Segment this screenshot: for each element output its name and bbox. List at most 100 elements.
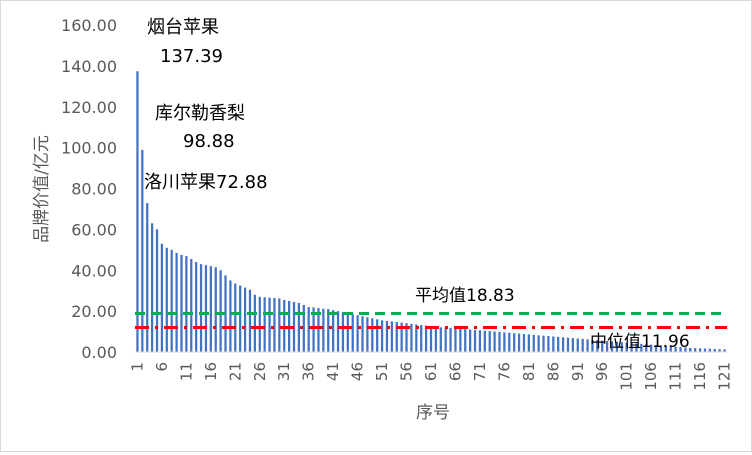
y-tick-label: 60.00 bbox=[71, 220, 117, 239]
x-tick-label: 61 bbox=[422, 362, 440, 381]
bar bbox=[557, 336, 560, 352]
bar bbox=[229, 280, 232, 352]
x-tick-label: 11 bbox=[177, 362, 195, 381]
bar bbox=[576, 338, 579, 352]
bar bbox=[209, 266, 212, 352]
bar bbox=[234, 283, 237, 352]
bar bbox=[454, 328, 457, 352]
bar bbox=[659, 345, 663, 352]
y-axis-title: 品牌价值/亿元 bbox=[32, 135, 52, 243]
y-tick-label: 40.00 bbox=[71, 261, 117, 280]
x-tick-label: 51 bbox=[373, 362, 391, 381]
x-tick-label: 121 bbox=[716, 362, 734, 391]
bar bbox=[513, 333, 516, 352]
x-tick-label: 81 bbox=[520, 362, 538, 381]
bar bbox=[243, 287, 247, 352]
bar bbox=[630, 343, 633, 352]
x-tick-label: 91 bbox=[569, 362, 587, 381]
bar bbox=[679, 347, 682, 352]
bar bbox=[483, 330, 486, 352]
bar bbox=[708, 348, 711, 352]
x-tick-label: 111 bbox=[667, 362, 685, 391]
bar bbox=[469, 329, 472, 352]
bar bbox=[204, 265, 208, 352]
x-tick-label: 116 bbox=[691, 362, 709, 391]
y-tick-label: 20.00 bbox=[71, 302, 117, 321]
bar bbox=[615, 341, 619, 352]
bar bbox=[385, 320, 389, 352]
bar bbox=[170, 249, 173, 352]
bar bbox=[136, 71, 139, 353]
y-tick-label: 80.00 bbox=[71, 180, 117, 199]
bar bbox=[239, 285, 242, 352]
bar bbox=[356, 315, 359, 352]
bar bbox=[449, 327, 452, 352]
bar bbox=[439, 327, 442, 352]
bar bbox=[195, 262, 198, 352]
bar bbox=[664, 345, 667, 352]
x-tick-label: 101 bbox=[618, 362, 636, 391]
bar bbox=[366, 317, 369, 352]
annotation-luochuan: 洛川苹果72.88 bbox=[144, 172, 268, 193]
y-tick-label: 0.00 bbox=[81, 343, 117, 362]
bar bbox=[307, 307, 310, 352]
bar bbox=[625, 342, 628, 352]
bar bbox=[650, 344, 653, 352]
median-label: 中位值11.96 bbox=[590, 332, 690, 352]
bar bbox=[694, 348, 697, 352]
x-tick-label: 26 bbox=[251, 362, 269, 381]
x-tick-label: 31 bbox=[275, 362, 293, 381]
bar bbox=[410, 323, 413, 352]
bar bbox=[376, 319, 379, 352]
x-tick-label: 106 bbox=[642, 362, 660, 391]
bar bbox=[351, 314, 354, 352]
bar bbox=[361, 316, 364, 352]
y-tick-label: 120.00 bbox=[61, 98, 117, 117]
annotation-yantai-name: 烟台苹果 bbox=[147, 17, 219, 38]
y-tick-label: 100.00 bbox=[61, 139, 117, 158]
reference-lines bbox=[135, 312, 727, 330]
bar bbox=[434, 326, 438, 352]
x-tick-label: 6 bbox=[153, 362, 171, 372]
bar bbox=[415, 324, 418, 352]
bar bbox=[263, 297, 266, 352]
x-axis-title: 序号 bbox=[416, 403, 450, 423]
bar bbox=[297, 302, 301, 352]
y-tick-label: 140.00 bbox=[61, 57, 117, 76]
bar bbox=[395, 321, 398, 352]
y-axis-ticks: 0.00 20.00 40.00 60.00 80.00 100.00 120.00 140.… bbox=[61, 16, 117, 362]
bar bbox=[606, 340, 609, 352]
bar bbox=[669, 346, 672, 352]
bar bbox=[473, 329, 477, 352]
bar bbox=[640, 343, 643, 352]
bar bbox=[610, 341, 614, 352]
x-axis-ticks: 1 6 11 16 21 26 31 36 41 46 51 56 61 66 71 76 81 86 91 96 10… bbox=[128, 362, 733, 391]
bar bbox=[214, 267, 217, 352]
bar bbox=[547, 336, 550, 352]
x-tick-label: 36 bbox=[300, 362, 318, 381]
bar bbox=[464, 329, 467, 352]
bar bbox=[185, 255, 188, 352]
bar bbox=[175, 252, 178, 352]
x-tick-label: 1 bbox=[128, 362, 146, 372]
bar bbox=[190, 259, 193, 352]
bar bbox=[684, 347, 687, 352]
bar bbox=[601, 340, 604, 352]
bar bbox=[405, 323, 408, 352]
x-tick-label: 21 bbox=[226, 362, 244, 381]
bar bbox=[723, 349, 726, 352]
x-tick-label: 71 bbox=[471, 362, 489, 381]
bar bbox=[493, 331, 496, 352]
annotation-korla-value: 98.88 bbox=[183, 131, 235, 152]
bar bbox=[620, 342, 623, 352]
x-tick-label: 56 bbox=[398, 362, 416, 381]
bar bbox=[160, 243, 164, 352]
bar bbox=[459, 328, 462, 352]
bar bbox=[591, 339, 594, 352]
x-tick-label: 41 bbox=[324, 362, 342, 381]
x-tick-label: 16 bbox=[202, 362, 220, 381]
bar bbox=[390, 321, 393, 352]
x-tick-label: 96 bbox=[593, 362, 611, 381]
